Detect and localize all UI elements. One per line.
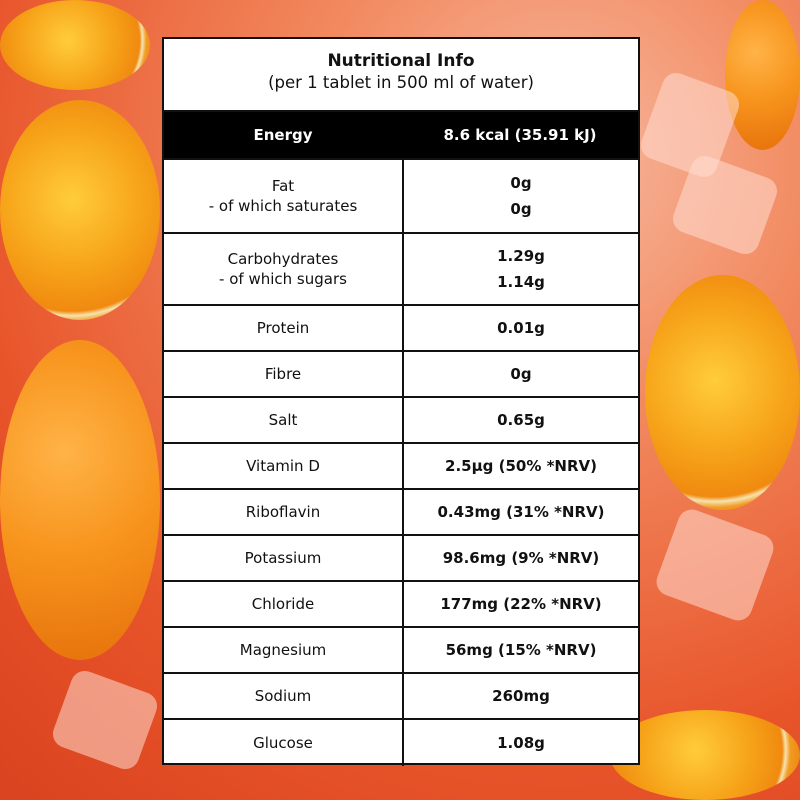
table-row: Salt 0.65g — [164, 398, 638, 444]
ice-cube-image — [652, 505, 778, 625]
row-label: Chloride — [164, 582, 404, 626]
row-value: 0g 0g — [404, 160, 638, 232]
row-label: Vitamin D — [164, 444, 404, 488]
row-label: Fat - of which saturates — [164, 160, 404, 232]
row-value: 2.5µg (50% *NRV) — [445, 457, 597, 475]
row-value: 0.43mg (31% *NRV) — [437, 503, 605, 521]
row-label: Glucose — [164, 720, 404, 766]
fat-value: 0g — [510, 174, 532, 192]
carbs-value: 1.29g — [497, 247, 545, 265]
table-header: Nutritional Info (per 1 tablet in 500 ml… — [164, 39, 638, 112]
energy-row: Energy 8.6 kcal (35.91 kJ) — [164, 112, 638, 160]
table-row: Sodium 260mg — [164, 674, 638, 720]
orange-slice-image — [0, 0, 150, 90]
row-value: 8.6 kcal (35.91 kJ) — [443, 126, 597, 144]
row-value: 98.6mg (9% *NRV) — [442, 549, 600, 567]
row-value: 56mg (15% *NRV) — [445, 641, 597, 659]
row-label: Protein — [164, 306, 404, 350]
nutrient-rows: Protein 0.01g Fibre 0g Salt 0.65g Vitamin D 2.5… — [164, 306, 638, 766]
whole-orange-image — [0, 340, 160, 660]
row-value: 260mg — [492, 687, 550, 705]
table-row: Chloride 177mg (22% *NRV) — [164, 582, 638, 628]
row-label: Energy — [253, 126, 313, 144]
sugars-value: 1.14g — [497, 273, 545, 291]
ice-cube-image — [49, 667, 161, 773]
table-row: Riboflavin 0.43mg (31% *NRV) — [164, 490, 638, 536]
row-label: Potassium — [164, 536, 404, 580]
row-value: 177mg (22% *NRV) — [440, 595, 602, 613]
table-subtitle: (per 1 tablet in 500 ml of water) — [268, 73, 534, 92]
table-row: Potassium 98.6mg (9% *NRV) — [164, 536, 638, 582]
row-label: Magnesium — [164, 628, 404, 672]
carbs-label: Carbohydrates — [227, 250, 339, 268]
fat-row: Fat - of which saturates 0g 0g — [164, 160, 638, 234]
orange-slice-image — [645, 275, 800, 510]
table-row: Magnesium 56mg (15% *NRV) — [164, 628, 638, 674]
table-title: Nutritional Info — [327, 51, 475, 71]
nutrition-table: Nutritional Info (per 1 tablet in 500 ml… — [162, 37, 640, 766]
row-label: Sodium — [164, 674, 404, 718]
saturates-label: - of which saturates — [208, 197, 358, 215]
row-label: Riboflavin — [164, 490, 404, 534]
row-value: 1.08g — [497, 734, 545, 752]
table-row: Protein 0.01g — [164, 306, 638, 352]
saturates-value: 0g — [510, 200, 532, 218]
orange-slice-image — [0, 100, 160, 320]
whole-orange-image — [725, 0, 800, 150]
sugars-label: - of which sugars — [219, 270, 347, 288]
fat-label: Fat — [271, 177, 295, 195]
row-value: 0.65g — [497, 411, 545, 429]
row-label: Fibre — [164, 352, 404, 396]
orange-slice-image — [610, 710, 800, 800]
row-value: 0.01g — [497, 319, 545, 337]
carbs-row: Carbohydrates - of which sugars 1.29g 1.… — [164, 234, 638, 306]
row-value: 0g — [510, 365, 532, 383]
row-value: 1.29g 1.14g — [404, 234, 638, 304]
row-label: Salt — [164, 398, 404, 442]
table-row: Vitamin D 2.5µg (50% *NRV) — [164, 444, 638, 490]
row-label: Carbohydrates - of which sugars — [164, 234, 404, 304]
table-row: Glucose 1.08g — [164, 720, 638, 766]
table-row: Fibre 0g — [164, 352, 638, 398]
